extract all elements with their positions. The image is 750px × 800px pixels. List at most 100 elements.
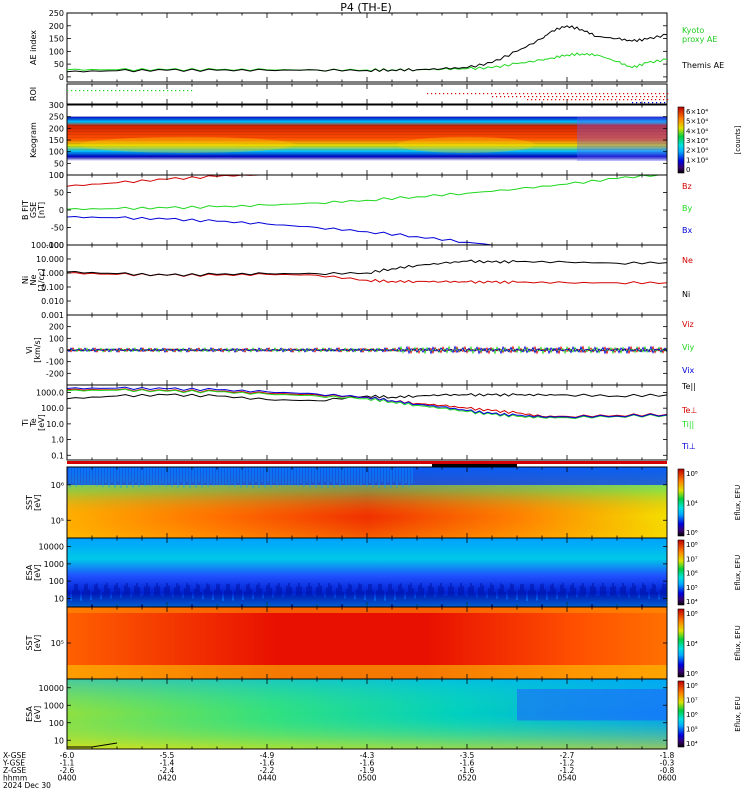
roi-marker: [551, 99, 553, 101]
velocity-ytick-label: -100: [46, 358, 64, 367]
sst-elec-ylabel: [eV]: [33, 635, 42, 652]
keogram-image: [67, 116, 667, 161]
roi-marker: [524, 96, 526, 98]
legend-bz: Bz: [682, 182, 692, 191]
keogram-colorbar: [677, 106, 685, 174]
roi-marker: [471, 93, 473, 95]
esa-elec-colorbar-tick: 10⁴: [686, 740, 698, 748]
legend-kyoto-proxy-ae: proxy AE: [682, 35, 717, 44]
sst-ion-colorbar: [677, 468, 685, 537]
roi-marker: [591, 93, 593, 95]
roi-marker: [583, 93, 585, 95]
b-field-ylabel: GSE: [29, 202, 38, 218]
sst-ion-colorbar-tick: 10⁸: [686, 470, 698, 478]
roi-marker: [599, 99, 601, 101]
roi-marker: [107, 90, 109, 92]
velocity-ytick-label: 0: [59, 346, 64, 355]
roi-marker: [492, 96, 494, 98]
roi-marker: [540, 96, 542, 98]
roi-marker: [135, 90, 137, 92]
roi-marker: [636, 96, 638, 98]
ae-index-ytick-label: 100: [49, 47, 64, 56]
footer-tick-label: -0.3: [660, 759, 675, 768]
footer-tick-label: -1.4: [160, 759, 175, 768]
roi-marker: [655, 93, 657, 95]
temperature-ytick-label: 1000.0: [36, 388, 64, 397]
density-ylabel: Ne: [29, 274, 38, 285]
roi-marker: [539, 93, 541, 95]
esa-elec-ylabel: [eV]: [33, 706, 42, 723]
footer-row-label: Z-GSE: [3, 766, 27, 775]
roi-marker: [159, 90, 161, 92]
roi-marker: [664, 102, 666, 104]
roi-marker: [632, 96, 634, 98]
footer-row-label: hhmm: [3, 774, 27, 783]
sst-ion-colorbar-tick: 10⁴: [686, 500, 698, 508]
temperature-ytick-label: 0.1: [51, 451, 64, 460]
sst-elec-ytick-label: 10⁵: [51, 639, 64, 648]
roi-marker: [147, 90, 149, 92]
roi-marker: [607, 93, 609, 95]
roi-marker: [187, 90, 189, 92]
roi-marker: [443, 93, 445, 95]
temperature-ytick-label: 100.0: [41, 404, 64, 413]
esa-elec-colorbar-tick: 10⁵: [686, 726, 698, 734]
roi-marker: [535, 99, 537, 101]
velocity-ytick-label: -200: [46, 369, 64, 378]
legend-viy: Viy: [682, 343, 695, 352]
roi-marker: [559, 99, 561, 101]
mode-bar-slow: [67, 461, 667, 464]
velocity-ytick-label: 100: [49, 334, 64, 343]
roi-marker: [643, 99, 645, 101]
keogram-colorbar-tick: 3×10⁴: [686, 137, 708, 145]
roi-marker: [119, 90, 121, 92]
footer-tick-label: -1.2: [560, 759, 575, 768]
footer-tick-label: 0440: [257, 774, 276, 783]
keogram-dim-region: [577, 116, 667, 161]
esa-ion-colorbar-tick: 10⁵: [686, 584, 698, 592]
roi-marker: [171, 90, 173, 92]
roi-marker: [571, 93, 573, 95]
roi-marker: [500, 96, 502, 98]
roi-marker: [616, 96, 618, 98]
legend-ni: Ni: [682, 290, 690, 299]
footer-tick-label: -2.4: [160, 766, 175, 775]
footer-tick-label: -1.1: [60, 759, 75, 768]
footer-tick-label: -6.0: [60, 751, 75, 760]
legend-ne: Ne: [682, 256, 693, 265]
roi-marker: [103, 90, 105, 92]
esa-ion-colorbar-tick: 10⁷: [686, 555, 698, 563]
roi-marker: [575, 93, 577, 95]
roi-marker: [531, 93, 533, 95]
density-ytick-label: 0.010: [41, 297, 64, 306]
temperature-ytick-label: 1.0: [51, 436, 64, 445]
roi-marker: [71, 90, 73, 92]
esa-elec-colorbar-tick: 10⁷: [686, 697, 698, 705]
roi-marker: [427, 93, 429, 95]
esa-ion-ytick-label: 100: [49, 577, 64, 586]
ae-index-frame: [66, 12, 668, 83]
roi-marker: [495, 93, 497, 95]
roi-marker: [631, 99, 633, 101]
roi-marker: [619, 99, 621, 101]
temperature-ylabel: Ti: [21, 419, 30, 427]
ae-index-ytick-label: 200: [49, 22, 64, 31]
esa-ion-ytick-label: 10: [54, 594, 64, 603]
roi-ylabel: ROI: [29, 87, 38, 101]
temperature-series-ti: [66, 386, 668, 419]
temperature-ylabel: [eV]: [37, 414, 46, 431]
footer-row-label: Y-GSE: [2, 759, 25, 768]
roi-marker: [179, 90, 181, 92]
roi-marker: [499, 93, 501, 95]
ae-index-ytick-label: 0: [59, 73, 64, 82]
roi-marker: [543, 99, 545, 101]
roi-marker: [635, 99, 637, 101]
ae-index-ylabel: AE index: [29, 30, 38, 65]
roi-marker: [183, 90, 185, 92]
roi-marker: [511, 93, 513, 95]
density-series-ni: [66, 259, 668, 277]
roi-marker: [563, 93, 565, 95]
roi-marker: [539, 99, 541, 101]
roi-marker: [664, 96, 666, 98]
keogram-colorbar-tick: 5×10⁴: [686, 118, 708, 126]
